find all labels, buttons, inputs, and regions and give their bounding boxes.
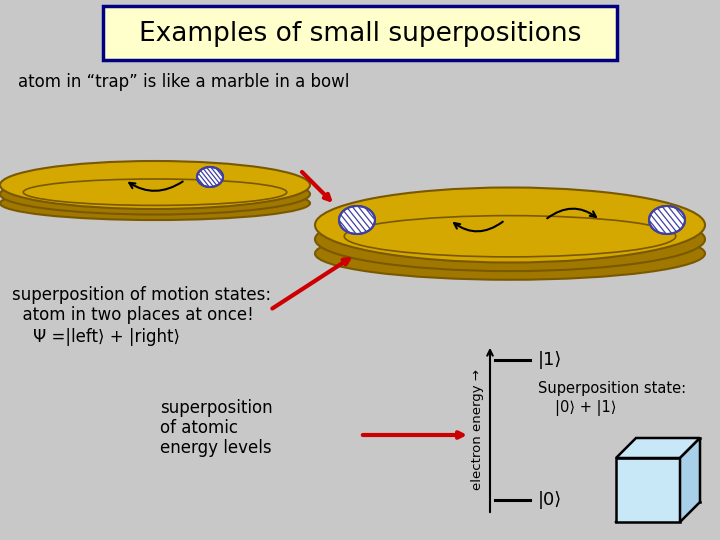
Ellipse shape <box>0 186 310 220</box>
Text: superposition of motion states:: superposition of motion states: <box>12 286 271 304</box>
Ellipse shape <box>315 227 705 280</box>
Ellipse shape <box>197 167 223 187</box>
Text: |0⟩: |0⟩ <box>538 491 562 509</box>
Text: |0⟩ + |1⟩: |0⟩ + |1⟩ <box>555 400 616 416</box>
Text: of atomic: of atomic <box>160 419 238 437</box>
Ellipse shape <box>315 207 705 271</box>
Polygon shape <box>616 438 700 458</box>
Text: energy levels: energy levels <box>160 439 271 457</box>
Ellipse shape <box>0 161 310 209</box>
Ellipse shape <box>649 206 685 234</box>
Text: superposition: superposition <box>160 399 273 417</box>
Polygon shape <box>680 438 700 522</box>
Text: Superposition state:: Superposition state: <box>538 381 686 395</box>
FancyBboxPatch shape <box>103 6 617 60</box>
Text: Ψ =|left⟩ + |right⟩: Ψ =|left⟩ + |right⟩ <box>12 328 180 346</box>
Ellipse shape <box>315 187 705 262</box>
Text: atom in two places at once!: atom in two places at once! <box>12 306 253 324</box>
Ellipse shape <box>0 174 310 214</box>
Text: atom in “trap” is like a marble in a bowl: atom in “trap” is like a marble in a bow… <box>18 73 349 91</box>
Polygon shape <box>616 458 680 522</box>
Text: electron energy →: electron energy → <box>472 369 485 490</box>
Text: Examples of small superpositions: Examples of small superpositions <box>139 21 581 47</box>
Text: |1⟩: |1⟩ <box>538 351 562 369</box>
Ellipse shape <box>339 206 375 234</box>
